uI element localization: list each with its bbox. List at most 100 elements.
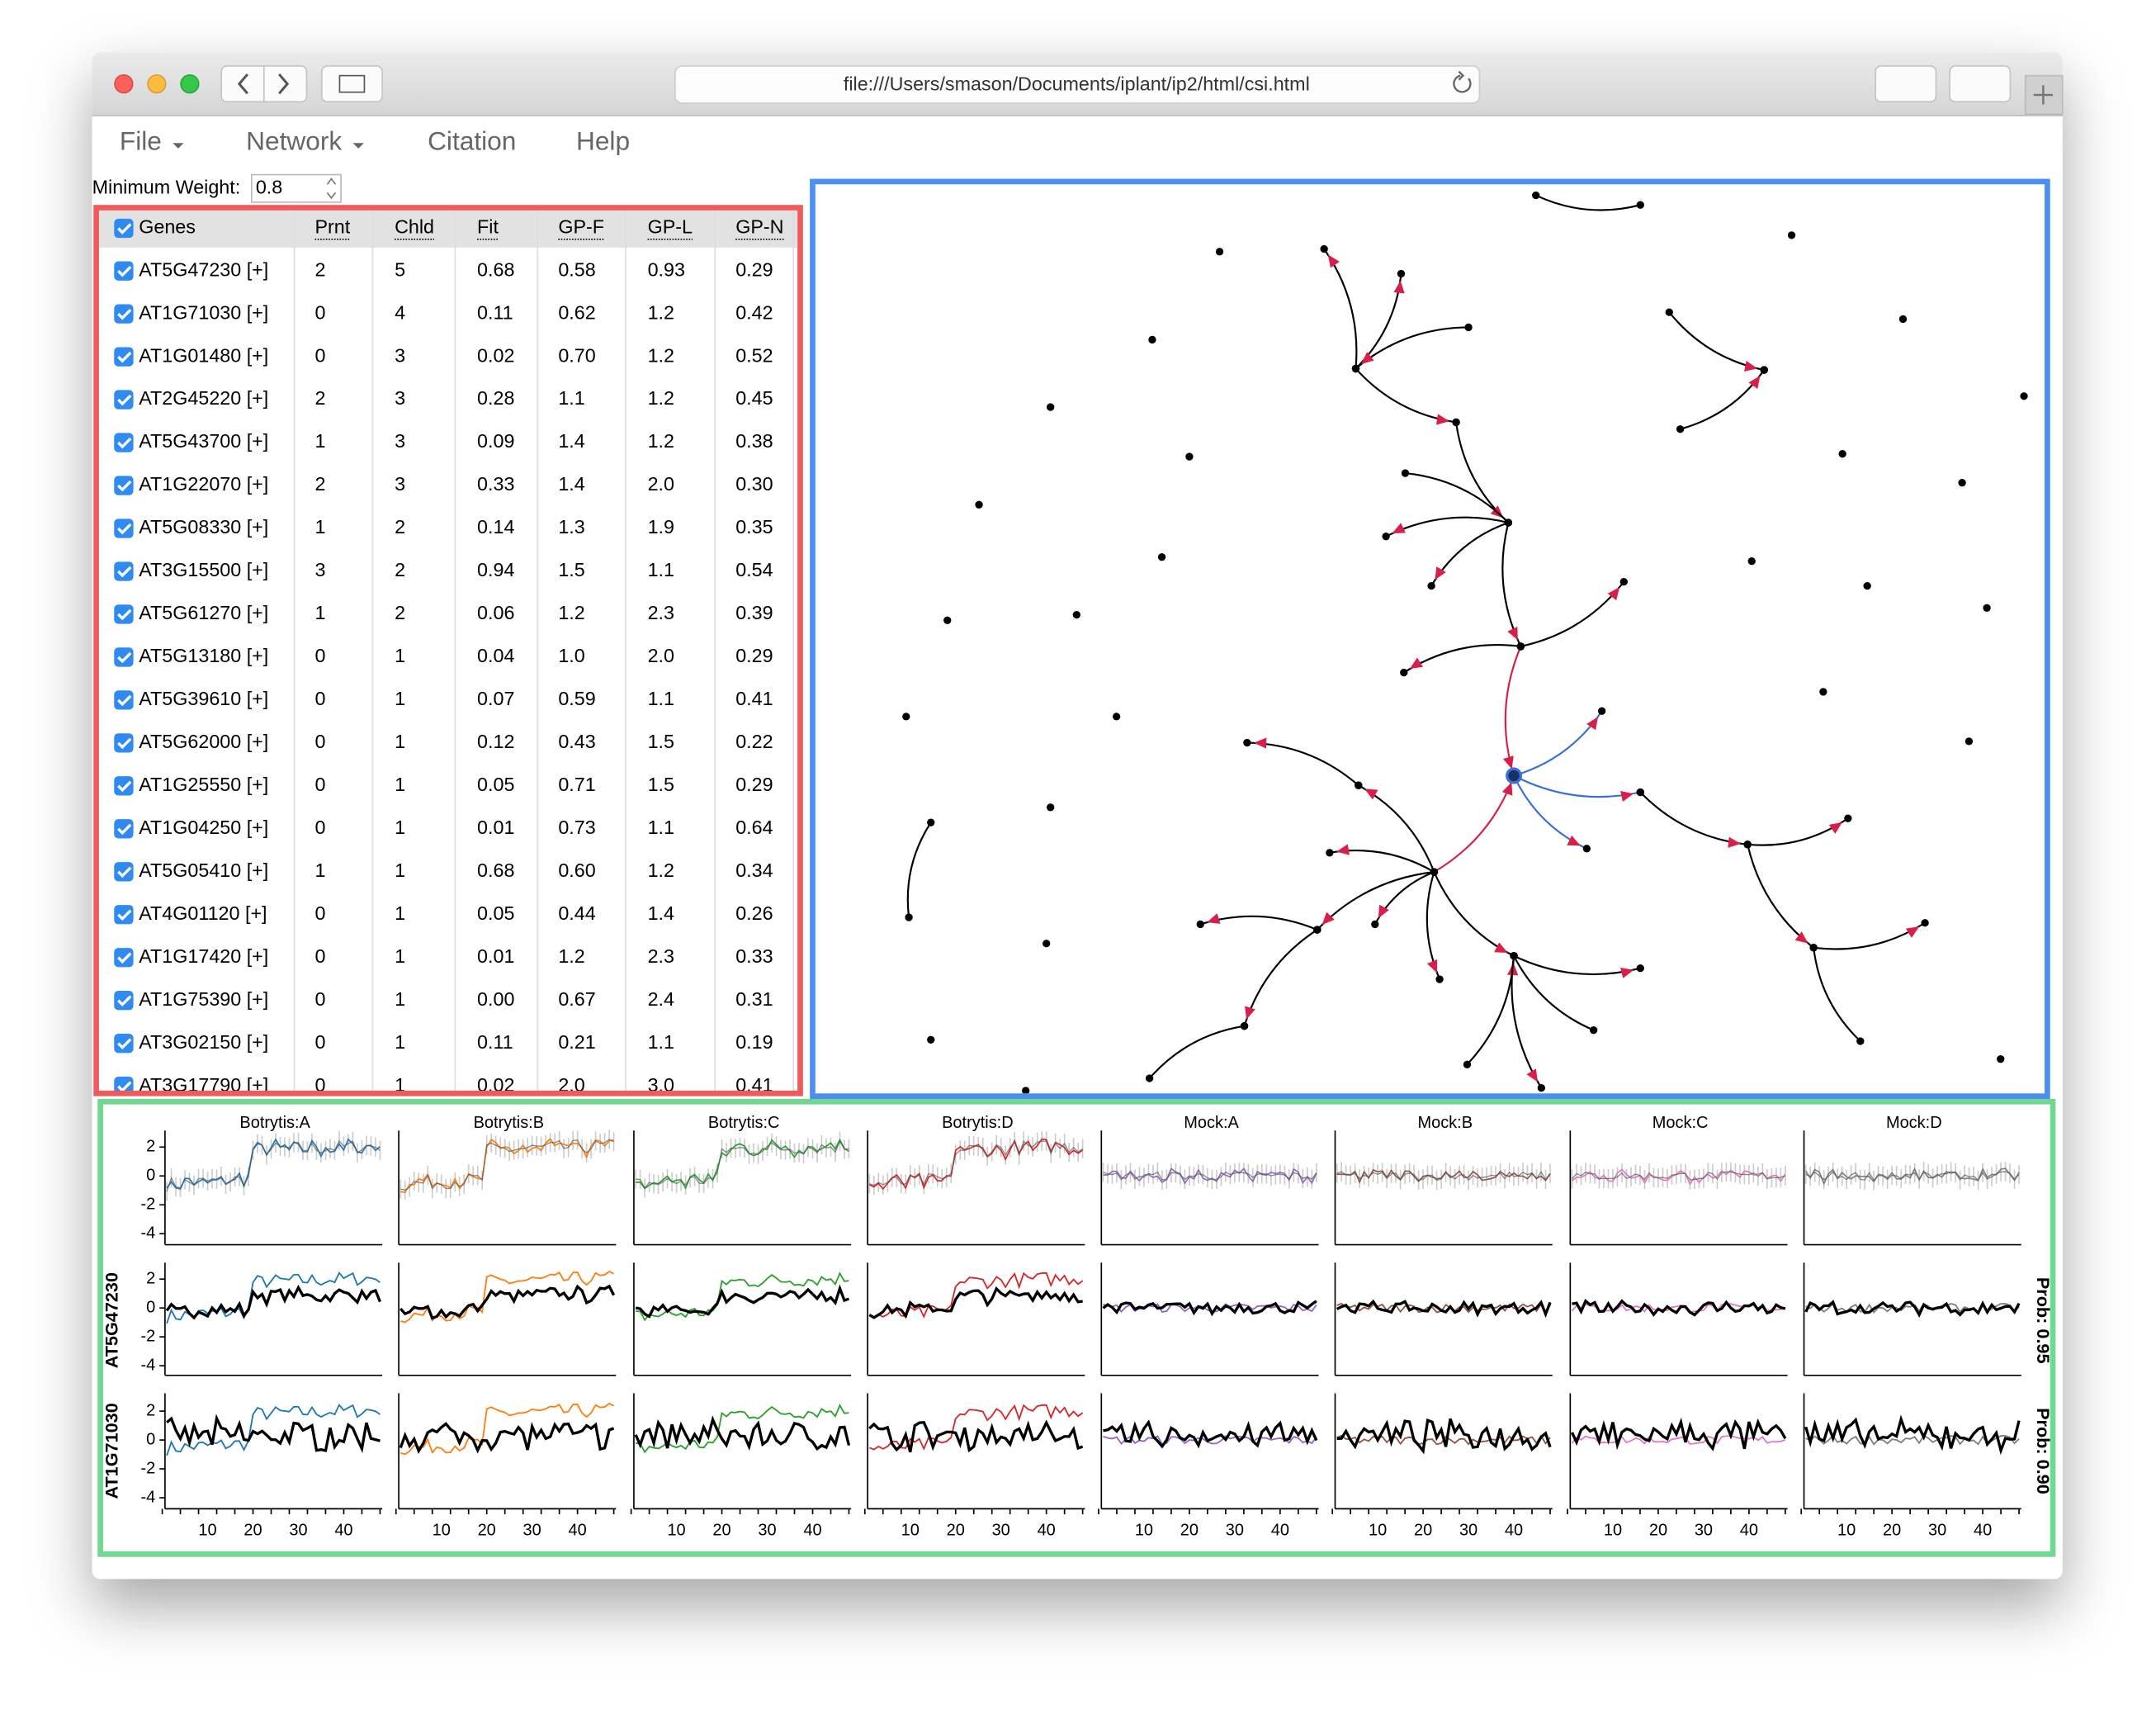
checkbox[interactable] [114, 1034, 134, 1054]
node[interactable] [1958, 479, 1966, 487]
node[interactable] [1676, 425, 1685, 433]
node[interactable] [1532, 191, 1540, 200]
menu-item[interactable]: Citation [428, 126, 516, 156]
checkbox[interactable] [114, 905, 134, 925]
checkbox[interactable] [114, 733, 134, 753]
close-button[interactable] [114, 73, 134, 94]
node[interactable] [1997, 1055, 2005, 1063]
gene-name[interactable]: AT5G05410 [+] [139, 860, 268, 881]
column-header[interactable]: GP-L [648, 216, 693, 238]
node[interactable] [1743, 841, 1752, 849]
menu-item[interactable]: File [120, 126, 162, 156]
url-bar[interactable] [674, 65, 1481, 104]
gene-name[interactable]: AT3G02150 [+] [139, 1031, 268, 1053]
node[interactable] [1435, 975, 1444, 983]
node[interactable] [1636, 201, 1644, 209]
gene-name[interactable]: AT1G25550 [+] [139, 774, 268, 795]
node[interactable] [1397, 269, 1406, 278]
node[interactable] [927, 818, 935, 826]
node[interactable] [1430, 868, 1439, 876]
selected-node[interactable] [1506, 767, 1523, 784]
node[interactable] [902, 713, 910, 721]
node[interactable] [1148, 335, 1156, 344]
gene-name[interactable]: AT5G47230 [+] [139, 258, 268, 280]
column-header[interactable]: GP-N [735, 216, 783, 238]
node[interactable] [1582, 845, 1591, 853]
checkbox[interactable] [114, 948, 134, 968]
min-weight-input[interactable] [251, 173, 342, 203]
gene-name[interactable]: AT2G45220 [+] [139, 387, 268, 409]
node[interactable] [1898, 315, 1908, 324]
node[interactable] [1326, 849, 1334, 857]
checkbox[interactable] [114, 261, 134, 281]
node[interactable] [1463, 1060, 1472, 1068]
checkbox[interactable] [114, 991, 134, 1011]
node[interactable] [1636, 964, 1644, 973]
node[interactable] [1787, 231, 1796, 239]
node[interactable] [1022, 1087, 1030, 1094]
column-header[interactable]: Genes [139, 216, 196, 238]
node[interactable] [1427, 581, 1435, 590]
node[interactable] [1240, 1022, 1249, 1030]
checkbox[interactable] [114, 218, 134, 239]
node[interactable] [1043, 940, 1051, 948]
node[interactable] [1355, 781, 1363, 789]
gene-name[interactable]: AT3G17790 [+] [139, 1074, 268, 1096]
menu-item[interactable]: Help [576, 126, 630, 156]
node[interactable] [1047, 803, 1055, 812]
gene-name[interactable]: AT1G22070 [+] [139, 473, 268, 495]
gene-name[interactable]: AT3G15500 [+] [139, 559, 268, 580]
gene-name[interactable]: AT1G17420 [+] [139, 945, 268, 967]
node[interactable] [1382, 532, 1390, 541]
node[interactable] [1819, 688, 1827, 696]
node[interactable] [1747, 556, 1756, 566]
node[interactable] [1619, 577, 1628, 586]
node[interactable] [1921, 919, 1929, 927]
checkbox[interactable] [114, 604, 134, 624]
node[interactable] [1072, 610, 1080, 619]
node[interactable] [1215, 248, 1224, 256]
checkbox[interactable] [114, 390, 134, 410]
node[interactable] [1983, 604, 1991, 612]
gene-name[interactable]: AT4G01120 [+] [139, 902, 267, 924]
sidebar-button[interactable] [320, 65, 383, 103]
gene-name[interactable]: AT5G61270 [+] [139, 602, 268, 623]
node[interactable] [1243, 738, 1251, 747]
node[interactable] [1760, 366, 1768, 374]
checkbox[interactable] [114, 476, 134, 495]
gene-name[interactable]: AT5G08330 [+] [139, 516, 268, 537]
checkbox[interactable] [114, 433, 134, 452]
column-header[interactable]: GP-F [558, 216, 604, 238]
node[interactable] [1452, 418, 1460, 427]
zoom-button[interactable] [180, 73, 200, 94]
node[interactable] [1047, 403, 1055, 411]
node[interactable] [1313, 926, 1321, 934]
share-button[interactable] [1875, 65, 1937, 103]
checkbox[interactable] [114, 776, 134, 796]
checkbox[interactable] [114, 819, 134, 839]
node[interactable] [1351, 364, 1360, 373]
node[interactable] [1965, 737, 1974, 746]
column-header[interactable]: Chld [395, 216, 434, 238]
reload-icon[interactable] [1453, 70, 1472, 93]
node[interactable] [1510, 952, 1518, 960]
node[interactable] [975, 500, 983, 509]
checkbox[interactable] [114, 561, 134, 581]
node[interactable] [1400, 668, 1408, 677]
node[interactable] [1401, 469, 1410, 477]
gene-name[interactable]: AT5G43700 [+] [139, 430, 268, 452]
node[interactable] [1665, 308, 1673, 316]
node[interactable] [927, 1035, 935, 1044]
node[interactable] [1112, 713, 1121, 721]
menu-item[interactable]: Network [246, 126, 342, 156]
checkbox[interactable] [114, 862, 134, 882]
node[interactable] [1196, 920, 1204, 929]
node[interactable] [1371, 920, 1379, 929]
checkbox[interactable] [114, 519, 134, 538]
tabs-button[interactable] [1949, 65, 2012, 103]
gene-name[interactable]: AT1G04250 [+] [139, 817, 268, 838]
node[interactable] [1863, 581, 1871, 590]
node[interactable] [1636, 788, 1644, 797]
node[interactable] [1844, 814, 1852, 822]
gene-name[interactable]: AT1G75390 [+] [139, 988, 268, 1010]
